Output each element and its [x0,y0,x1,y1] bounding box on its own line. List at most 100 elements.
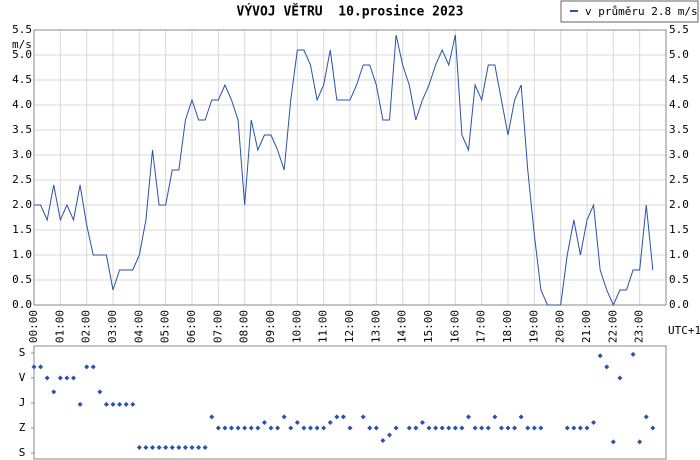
direction-point [275,425,281,431]
y-axis-label: m/s [12,38,32,51]
direction-point [51,389,57,395]
y-tick-label: 3.5 [12,123,32,136]
direction-point [485,425,491,431]
direction-point [84,364,90,370]
direction-point [393,425,399,431]
direction-point [630,351,636,357]
direction-point [77,401,83,407]
y-tick-label-right: 5.0 [669,48,689,61]
y-tick-label-right: 4.0 [669,98,689,111]
direction-point [617,375,623,381]
direction-point [103,401,109,407]
direction-point [110,401,116,407]
direction-point [439,425,445,431]
x-tick-label: 18:00 [501,310,514,343]
y-tick-label: Z [19,421,26,434]
direction-point [288,425,294,431]
direction-point [321,425,327,431]
direction-point [459,425,465,431]
direction-point [301,425,307,431]
y-tick-label-right: 2.5 [669,173,689,186]
direction-point [512,425,518,431]
direction-point [643,414,649,420]
y-tick-label: S [19,446,26,459]
x-tick-label: 10:00 [290,310,303,343]
direction-point [367,425,373,431]
x-tick-label: 13:00 [369,310,382,343]
direction-point [156,444,162,450]
y-tick-label-right: 3.0 [669,148,689,161]
direction-point [538,425,544,431]
direction-point [498,425,504,431]
direction-point [518,414,524,420]
direction-point [202,444,208,450]
direction-point [472,425,478,431]
x-tick-label: 14:00 [396,310,409,343]
direction-point [531,425,537,431]
direction-point [189,444,195,450]
direction-point [182,444,188,450]
y-tick-label: 1.0 [12,248,32,261]
direction-point [209,414,215,420]
direction-point [466,414,471,420]
direction-point [387,432,392,438]
direction-point [196,444,202,450]
direction-point [308,425,313,431]
direction-point [248,425,254,431]
direction-point [44,375,50,381]
direction-point [406,425,412,431]
direction-point [610,439,616,445]
y-tick-label: 4.5 [12,73,32,86]
x-tick-label: 23:00 [633,310,646,343]
direction-point [261,419,267,425]
x-tick-label: 04:00 [132,310,145,343]
direction-point [571,425,577,431]
direction-point [577,425,583,431]
x-tick-label: 15:00 [422,310,435,343]
y-tick-label-right: 0.5 [669,273,689,286]
x-tick-label: 02:00 [80,310,93,343]
direction-point [136,444,142,450]
y-tick-label: S [19,346,26,359]
x-tick-label: 08:00 [238,310,251,343]
y-tick-label-right: 1.0 [669,248,689,261]
direction-point [57,375,63,381]
y-tick-label: J [19,396,26,409]
direction-point [117,401,123,407]
direction-point [327,419,333,425]
direction-point [242,425,248,431]
direction-point [505,425,511,431]
y-tick-label: 4.0 [12,98,32,111]
direction-point [426,425,432,431]
direction-point [130,401,136,407]
x-tick-label: 16:00 [448,310,461,343]
direction-point [255,425,261,431]
direction-point [150,444,155,450]
y-tick-label: 3.0 [12,148,32,161]
x-tick-label: 09:00 [264,310,277,343]
direction-point [446,425,452,431]
y-tick-label-right: 1.5 [669,223,689,236]
x-tick-label: 07:00 [211,310,224,343]
plot-frame [33,345,667,460]
direction-point [64,375,70,381]
x-tick-label: 11:00 [317,310,330,343]
wind-line [34,34,654,307]
x-tick-label: 06:00 [185,310,198,343]
direction-point [90,364,96,370]
direction-point [229,425,234,431]
y-tick-label: V [19,371,26,384]
direction-point [637,439,643,445]
direction-point [222,425,228,431]
direction-point [419,419,425,425]
y-tick-label: 5.5 [12,23,32,36]
direction-point [479,425,485,431]
y-tick-label: 5.0 [12,48,32,61]
legend-label: v průměru 2.8 m/s [585,5,698,18]
plot-frame [33,29,667,306]
direction-point [143,444,149,450]
direction-point [380,438,386,443]
direction-point [169,444,175,450]
direction-point [340,414,346,420]
x-tick-label: 19:00 [527,310,540,343]
